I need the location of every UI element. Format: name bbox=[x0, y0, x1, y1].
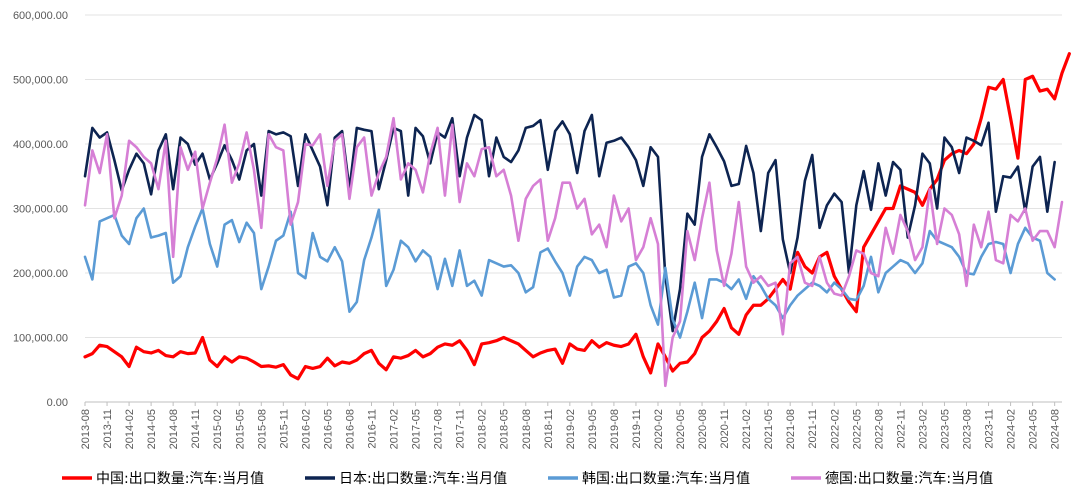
series-line-3 bbox=[83, 207, 1056, 339]
y-tick-label: 600,000.00 bbox=[13, 10, 68, 22]
series-line-4 bbox=[83, 116, 1064, 388]
x-tick-label: 2020-08 bbox=[697, 409, 709, 449]
x-tick-label: 2020-11 bbox=[719, 409, 731, 449]
legend: 中国:出口数量:汽车:当月值 日本:出口数量:汽车:当月值 韩国:出口数量:汽车:当… bbox=[62, 470, 993, 487]
x-tick-label: 2013-08 bbox=[80, 409, 92, 449]
y-tick-label: 300,000.00 bbox=[13, 204, 68, 216]
x-tick-label: 2024-05 bbox=[1028, 409, 1040, 449]
x-tick-label: 2019-11 bbox=[631, 409, 643, 449]
series-lines bbox=[83, 52, 1071, 388]
x-tick-label: 2022-05 bbox=[851, 409, 863, 449]
x-axis-ticks: 2013-08 2013-11 2014-02 2014-05 2014-08 2014-… bbox=[80, 402, 1062, 449]
y-axis-ticks: 0.00 100,000.00 200,000.00 300,000.00 400,00… bbox=[13, 10, 68, 409]
x-tick-label: 2022-02 bbox=[829, 409, 841, 449]
legend-label-1: 中国:出口数量:汽车:当月值 bbox=[96, 470, 264, 487]
y-tick-label: 400,000.00 bbox=[13, 139, 68, 151]
y-tick-label: 100,000.00 bbox=[13, 333, 68, 345]
x-tick-label: 2015-02 bbox=[212, 409, 224, 449]
x-tick-label: 2019-08 bbox=[609, 409, 621, 449]
x-tick-label: 2017-02 bbox=[389, 409, 401, 449]
x-tick-label: 2021-11 bbox=[807, 409, 819, 449]
x-tick-label: 2018-08 bbox=[521, 409, 533, 449]
x-tick-label: 2016-05 bbox=[322, 409, 334, 449]
series-line-2 bbox=[83, 113, 1056, 333]
x-tick-label: 2023-02 bbox=[917, 409, 929, 449]
x-tick-label: 2019-02 bbox=[565, 409, 577, 449]
x-tick-label: 2018-05 bbox=[499, 409, 511, 449]
y-tick-label: 0.00 bbox=[47, 397, 68, 409]
x-tick-label: 2017-08 bbox=[433, 409, 445, 449]
x-tick-label: 2019-05 bbox=[587, 409, 599, 449]
x-tick-label: 2022-08 bbox=[873, 409, 885, 449]
x-tick-label: 2021-05 bbox=[763, 409, 775, 449]
x-tick-label: 2014-02 bbox=[124, 409, 136, 449]
series-line-1 bbox=[83, 52, 1071, 381]
x-tick-label: 2016-08 bbox=[344, 409, 356, 449]
x-tick-label: 2015-11 bbox=[278, 409, 290, 449]
x-tick-label: 2024-02 bbox=[1006, 409, 1018, 449]
x-tick-label: 2014-08 bbox=[168, 409, 180, 449]
x-tick-label: 2023-08 bbox=[962, 409, 974, 449]
x-tick-label: 2023-05 bbox=[939, 409, 951, 449]
x-tick-label: 2014-05 bbox=[146, 409, 158, 449]
legend-label-3: 韩国:出口数量:汽车:当月值 bbox=[582, 470, 750, 487]
x-tick-label: 2013-11 bbox=[102, 409, 114, 449]
x-tick-label: 2017-11 bbox=[455, 409, 467, 449]
x-tick-label: 2015-08 bbox=[256, 409, 268, 449]
x-tick-label: 2016-11 bbox=[366, 409, 378, 449]
x-tick-label: 2022-11 bbox=[895, 409, 907, 449]
x-tick-label: 2021-02 bbox=[741, 409, 753, 449]
legend-label-2: 日本:出口数量:汽车:当月值 bbox=[339, 470, 507, 487]
x-tick-label: 2018-02 bbox=[477, 409, 489, 449]
legend-label-4: 德国:出口数量:汽车:当月值 bbox=[825, 470, 993, 487]
x-tick-label: 2016-02 bbox=[300, 409, 312, 449]
y-tick-label: 500,000.00 bbox=[13, 75, 68, 87]
x-tick-label: 2024-08 bbox=[1050, 409, 1062, 449]
x-tick-label: 2018-11 bbox=[543, 409, 555, 449]
y-tick-label: 200,000.00 bbox=[13, 268, 68, 280]
x-tick-label: 2023-11 bbox=[984, 409, 996, 449]
x-tick-label: 2015-05 bbox=[234, 409, 246, 449]
x-tick-label: 2021-08 bbox=[785, 409, 797, 449]
x-tick-label: 2020-02 bbox=[653, 409, 665, 449]
x-tick-label: 2017-05 bbox=[411, 409, 423, 449]
x-tick-label: 2020-05 bbox=[675, 409, 687, 449]
x-tick-label: 2014-11 bbox=[190, 409, 202, 449]
